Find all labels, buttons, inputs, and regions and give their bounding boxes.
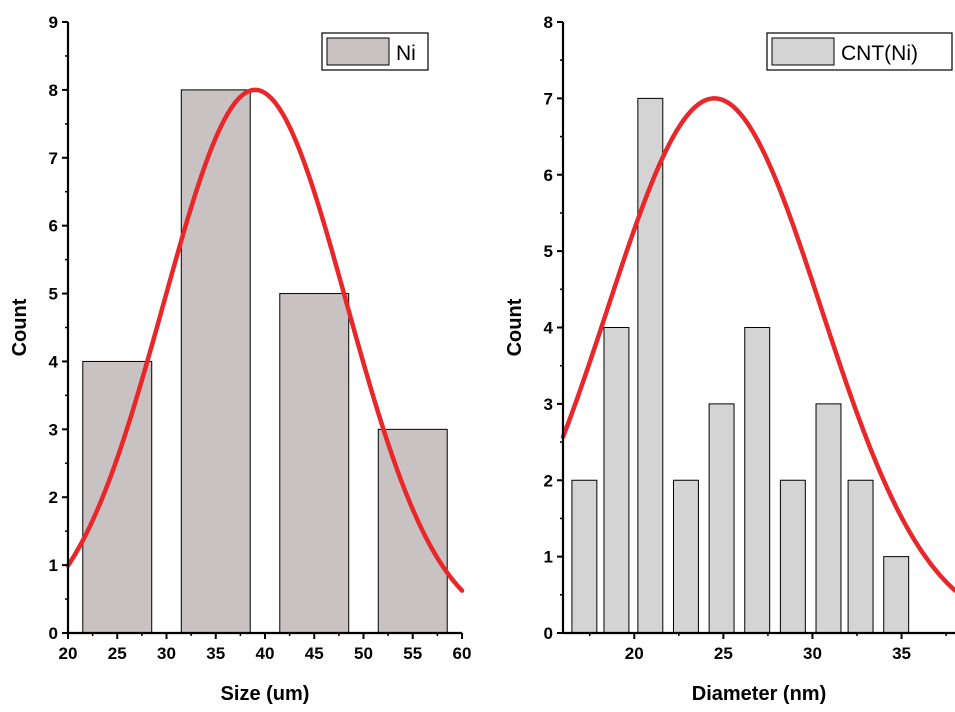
histogram-bar bbox=[815, 403, 842, 634]
y-tick-label: 3 bbox=[49, 420, 58, 439]
histogram-bar bbox=[180, 89, 251, 634]
histogram-bar bbox=[708, 403, 735, 634]
histogram-bar bbox=[637, 97, 664, 634]
x-tick-label: 20 bbox=[59, 644, 78, 663]
y-tick-label: 5 bbox=[49, 285, 58, 304]
y-tick-label: 0 bbox=[544, 624, 553, 643]
x-tick-label: 20 bbox=[625, 644, 644, 663]
y-tick-label: 6 bbox=[544, 166, 553, 185]
chart-panel-2: 0 1 2 3 4 5 6 7 8 20 25 30 35 Diameter (nm) Count CNT(N… bbox=[504, 13, 955, 705]
x-tick-label: 30 bbox=[803, 644, 822, 663]
x-tick-label: 35 bbox=[206, 644, 225, 663]
legend: CNT(Ni) bbox=[766, 32, 953, 71]
x-tick-label: 55 bbox=[403, 644, 422, 663]
y-tick-label: 1 bbox=[49, 556, 58, 575]
x-tick-label: 25 bbox=[714, 644, 733, 663]
gaussian-fit-curve bbox=[65, 87, 465, 593]
y-tick-label: 2 bbox=[544, 471, 553, 490]
y-tick-label: 2 bbox=[49, 488, 58, 507]
legend-label: CNT(Ni) bbox=[841, 42, 918, 65]
histogram-bar bbox=[744, 327, 771, 634]
histogram-bar bbox=[603, 327, 630, 634]
y-tick-label: 8 bbox=[49, 81, 58, 100]
y-tick-label: 7 bbox=[49, 149, 58, 168]
y-tick-label: 7 bbox=[544, 89, 553, 108]
histogram-bar bbox=[82, 360, 153, 634]
histogram-bar bbox=[847, 479, 874, 634]
y-tick-label: 6 bbox=[49, 217, 58, 236]
legend-swatch bbox=[771, 37, 835, 66]
x-tick-label: 45 bbox=[305, 644, 324, 663]
x-axis-title: Size (um) bbox=[221, 683, 310, 705]
gaussian-fit-curve bbox=[560, 96, 955, 593]
y-tick-label: 4 bbox=[49, 352, 59, 371]
x-tick-label: 60 bbox=[453, 644, 472, 663]
histogram-bar bbox=[672, 479, 699, 634]
x-axis-title: Diameter (nm) bbox=[692, 683, 826, 705]
y-tick-label: 1 bbox=[544, 548, 553, 567]
histogram-bar bbox=[377, 428, 448, 634]
y-tick-label: 8 bbox=[544, 13, 553, 32]
y-tick-label: 4 bbox=[544, 319, 554, 338]
y-axis-title: Count bbox=[9, 298, 31, 356]
x-tick-label: 25 bbox=[108, 644, 127, 663]
y-tick-label: 5 bbox=[544, 242, 553, 261]
legend-label: Ni bbox=[396, 42, 416, 65]
histogram-bar bbox=[279, 293, 350, 634]
x-tick-label: 50 bbox=[354, 644, 373, 663]
legend-swatch bbox=[326, 37, 390, 66]
y-tick-label: 3 bbox=[544, 395, 553, 414]
x-tick-label: 35 bbox=[892, 644, 911, 663]
histogram-bar bbox=[779, 479, 806, 634]
legend: Ni bbox=[321, 32, 429, 71]
x-tick-label: 30 bbox=[157, 644, 176, 663]
histogram-bar bbox=[571, 479, 598, 634]
x-tick-label: 40 bbox=[256, 644, 275, 663]
y-axis-title: Count bbox=[504, 298, 526, 356]
y-tick-label: 9 bbox=[49, 13, 58, 32]
histogram-bar bbox=[883, 556, 910, 634]
y-tick-label: 0 bbox=[49, 624, 58, 643]
